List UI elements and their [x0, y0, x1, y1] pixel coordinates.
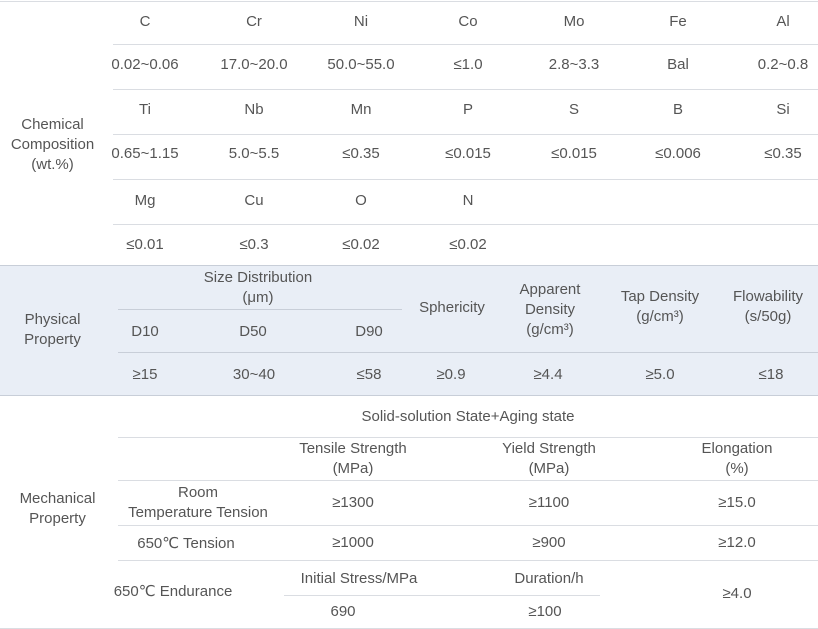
element-symbol: Mo: [563, 13, 585, 30]
divider: [0, 395, 818, 396]
divider: [0, 1, 818, 2]
element-value: 0.02~0.06: [111, 56, 179, 73]
duration-value: ≥100: [528, 603, 562, 620]
tension-650-label: 650℃ Tension: [137, 535, 235, 552]
element-value: 2.8~3.3: [548, 56, 600, 73]
physical-value: ≥4.4: [533, 366, 563, 383]
element-symbol: Cr: [246, 13, 262, 30]
element-symbol: S: [568, 101, 579, 118]
element-symbol: Mg: [134, 192, 156, 209]
divider: [0, 265, 818, 266]
element-value: ≤0.3: [239, 236, 269, 253]
mechanical-property-label: Mechanical Property: [19, 490, 96, 527]
element-value: ≤0.01: [126, 236, 164, 253]
endurance-label: 650℃ Endurance: [113, 583, 233, 600]
sphericity-header: Sphericity: [419, 299, 485, 316]
chemical-composition-label: Chemical Composition (wt.%): [10, 116, 95, 173]
element-value: ≤0.02: [449, 236, 487, 253]
element-symbol: Al: [776, 13, 790, 30]
element-value: ≤0.02: [342, 236, 380, 253]
d-header: D50: [239, 323, 267, 340]
divider: [113, 134, 818, 135]
element-symbol: Cu: [244, 192, 264, 209]
physical-property-label: Physical Property: [24, 311, 81, 348]
tap-density-header: Tap Density (g/cm³): [620, 288, 700, 325]
element-symbol: Si: [776, 101, 790, 118]
element-symbol: O: [355, 192, 367, 209]
d-header: D10: [131, 323, 159, 340]
element-value: 5.0~5.5: [228, 145, 280, 162]
room-value: ≥1300: [332, 494, 374, 511]
element-symbol: N: [462, 192, 474, 209]
room-value: ≥1100: [528, 494, 570, 511]
element-value: ≤0.006: [655, 145, 701, 162]
divider: [118, 437, 818, 438]
d-header: D90: [355, 323, 383, 340]
divider: [118, 480, 818, 481]
element-value: 50.0~55.0: [327, 56, 395, 73]
physical-value: ≥0.9: [436, 366, 466, 383]
mechanical-header: Yield Strength (MPa): [502, 440, 596, 477]
element-value: ≤0.35: [764, 145, 802, 162]
initial-stress-value: 690: [330, 603, 356, 620]
element-value: ≤0.015: [445, 145, 491, 162]
element-value: 0.2~0.8: [757, 56, 809, 73]
divider: [113, 224, 818, 225]
tension-650-value: ≥1000: [332, 534, 374, 551]
element-symbol: P: [462, 101, 473, 118]
element-value: ≤0.015: [551, 145, 597, 162]
mechanical-header: Tensile Strength (MPa): [299, 440, 407, 477]
endurance-elongation-value: ≥4.0: [722, 585, 752, 602]
element-value: 0.65~1.15: [111, 145, 179, 162]
divider: [113, 89, 818, 90]
flowability-header: Flowability (s/50g): [732, 288, 804, 325]
divider: [118, 525, 818, 526]
physical-value: 30~40: [232, 366, 276, 383]
tension-650-value: ≥12.0: [718, 534, 756, 551]
element-symbol: Fe: [669, 13, 687, 30]
physical-value: ≥5.0: [645, 366, 675, 383]
divider: [113, 179, 818, 180]
element-symbol: Ni: [353, 13, 369, 30]
divider: [118, 309, 402, 310]
element-value: 17.0~20.0: [220, 56, 288, 73]
duration-header: Duration/h: [514, 570, 584, 587]
physical-band: [0, 265, 818, 395]
element-symbol: Co: [458, 13, 478, 30]
element-symbol: Ti: [139, 101, 151, 118]
size-distribution-header: Size Distribution (μm): [203, 269, 313, 306]
divider: [118, 560, 818, 561]
divider: [113, 44, 818, 45]
apparent-density-header: Apparent Density (g/cm³): [519, 281, 581, 338]
physical-value: ≤58: [356, 366, 382, 383]
element-symbol: C: [139, 13, 151, 30]
element-value: Bal: [667, 56, 689, 73]
tension-650-value: ≥900: [532, 534, 566, 551]
element-value: ≤0.35: [342, 145, 380, 162]
element-symbol: B: [672, 101, 683, 118]
room-temperature-label: Room Temperature Tension: [128, 484, 268, 521]
element-symbol: Mn: [350, 101, 372, 118]
mechanical-header: Elongation (%): [701, 440, 773, 477]
room-value: ≥15.0: [718, 494, 756, 511]
element-value: ≤1.0: [453, 56, 483, 73]
divider: [118, 352, 818, 353]
divider: [284, 595, 600, 596]
physical-value: ≤18: [758, 366, 784, 383]
physical-value: ≥15: [132, 366, 158, 383]
state-header: Solid-solution State+Aging state: [361, 408, 575, 425]
element-symbol: Nb: [244, 101, 264, 118]
initial-stress-header: Initial Stress/MPa: [300, 570, 418, 587]
